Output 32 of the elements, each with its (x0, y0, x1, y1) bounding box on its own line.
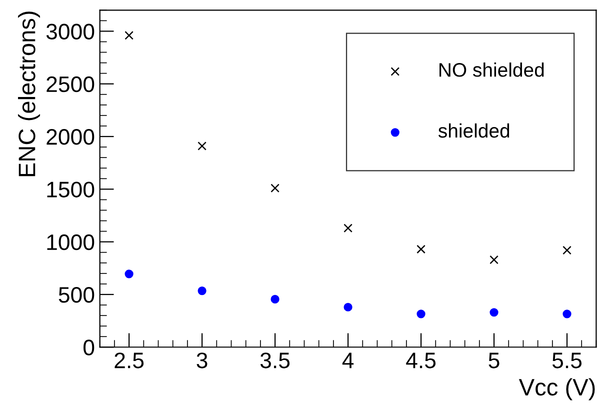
x-tick-label: 5 (488, 352, 500, 368)
point (344, 224, 352, 233)
x-tick-label: 2.5 (114, 352, 144, 368)
point (562, 310, 572, 318)
point (124, 30, 134, 40)
y-tick-label: 0 (84, 340, 94, 356)
x-tick-label: 3.5 (260, 352, 290, 368)
point (198, 142, 206, 150)
point (490, 308, 498, 317)
point (270, 184, 280, 193)
x-axis-title: Vcc (V) (518, 378, 595, 400)
y-axis-title: ENC (electrons) (18, 12, 40, 176)
x-tick-label: 4 (342, 352, 354, 368)
y-tick-label: 1500 (47, 182, 94, 198)
point (416, 244, 426, 254)
point (124, 270, 134, 278)
y-tick-label: 500 (58, 287, 94, 303)
point (416, 310, 426, 318)
x-tick-label: 4.5 (406, 352, 436, 368)
y-tick-label: 3000 (46, 24, 94, 40)
point (198, 286, 206, 296)
point (490, 255, 498, 264)
point (344, 302, 352, 312)
legend-label: NO shielded (440, 62, 544, 77)
point (562, 246, 572, 255)
y-tick-label: 2500 (46, 76, 94, 92)
y-tick-label: 2000 (46, 129, 94, 145)
x-tick-label: 5.5 (552, 352, 582, 368)
legend-label: shielded (438, 123, 510, 138)
point (270, 294, 280, 304)
y-tick-label: 1000 (47, 234, 94, 250)
x-tick-label: 3 (196, 352, 208, 368)
